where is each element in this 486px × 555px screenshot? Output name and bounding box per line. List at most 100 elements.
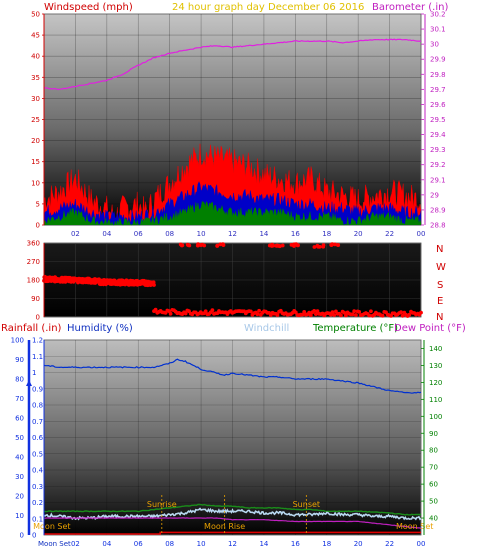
- barometer-y-tick: 29.5: [430, 116, 446, 124]
- direction-north-point: [321, 244, 326, 249]
- temp-y-tick: 40: [429, 515, 438, 523]
- legend-humidity: Humidity (%): [67, 323, 133, 334]
- climate-x-tick: 10: [197, 540, 206, 548]
- climate-x-tick: 00: [417, 540, 426, 548]
- climate-ticks: 0 0.1 0.2 0.3 0.4 0.5 0.6 0.7 0.8 0.9 1 1.1 1.2 0 10 20…: [11, 337, 443, 549]
- climate-x-tick: 12: [228, 540, 237, 548]
- wind-x-tick: 00: [417, 230, 426, 238]
- climate-x-tick: 20: [354, 540, 363, 548]
- temp-y-tick: 70: [429, 464, 438, 472]
- direction-north-point: [215, 243, 220, 248]
- direction-point: [315, 309, 320, 313]
- rain-y-tick: 0.9: [32, 385, 43, 393]
- humidity-y-tick: 30: [15, 473, 24, 481]
- wind-x-tick: 08: [165, 230, 174, 238]
- wind-y-tick: 25: [31, 116, 40, 124]
- astro-label: Moon Set: [33, 522, 70, 531]
- compass-n-top: N: [436, 244, 443, 255]
- legend-temperature: Temperature (°F): [312, 323, 398, 334]
- wind-x-tick: 18: [322, 230, 331, 238]
- direction-point: [367, 313, 372, 318]
- temp-y-tick: 80: [429, 447, 438, 455]
- rain-y-tick: 0.3: [32, 483, 43, 491]
- rain-y-tick: 1.1: [32, 353, 43, 361]
- rain-y-tick: 1: [32, 369, 36, 377]
- wind-y-tick: 20: [31, 137, 40, 145]
- temp-y-tick: 120: [429, 379, 442, 387]
- direction-y-tick: 270: [27, 258, 40, 266]
- direction-north-point: [196, 242, 201, 247]
- legend-dewpoint: Dew Point (°F): [394, 323, 466, 334]
- wind-x-tick: 16: [291, 230, 300, 238]
- legend-rainfall: Rainfall (.in): [1, 323, 62, 334]
- direction-point: [203, 309, 208, 314]
- rain-y-tick: 0.2: [32, 499, 43, 507]
- direction-point: [308, 313, 313, 317]
- direction-y-tick: 0: [36, 314, 40, 322]
- wind-y-tick: 5: [36, 200, 40, 208]
- astro-label: Moon Set: [396, 522, 433, 531]
- direction-point: [350, 312, 355, 317]
- direction-north-point: [336, 243, 341, 248]
- barometer-y-tick: 30: [430, 41, 439, 49]
- humidity-y-tick: 50: [15, 434, 24, 442]
- wind-y-tick: 0: [36, 222, 40, 230]
- direction-point: [380, 313, 385, 318]
- humidity-y-tick: 90: [15, 356, 24, 364]
- direction-y-tick: 180: [27, 277, 40, 285]
- humidity-y-tick: 60: [15, 415, 24, 423]
- barometer-y-tick: 29.1: [430, 176, 446, 184]
- wind-x-tick: 10: [197, 230, 206, 238]
- wind-y-tick: 40: [31, 53, 40, 61]
- direction-point: [400, 313, 405, 318]
- direction-point: [183, 311, 188, 316]
- direction-north-point: [200, 242, 205, 247]
- direction-north-point: [292, 242, 297, 247]
- barometer-y-tick: 28.9: [430, 206, 446, 214]
- direction-point: [314, 312, 318, 316]
- direction-north-point: [186, 243, 191, 248]
- barometer-ylabel: Barometer (.in): [372, 2, 448, 13]
- humidity-y-tick: 20: [15, 493, 24, 501]
- direction-point: [407, 312, 412, 317]
- rain-y-tick: 0.4: [32, 467, 44, 475]
- barometer-y-tick: 29.6: [430, 101, 446, 109]
- barometer-y-tick: 29.8: [430, 71, 446, 79]
- dewpoint-series: [44, 517, 422, 529]
- direction-point: [344, 313, 348, 318]
- humidity-axis-arrow-icon: [26, 380, 32, 386]
- astro-label: Sunset: [293, 500, 320, 509]
- wind-average-series: [43, 181, 422, 226]
- direction-point: [257, 308, 261, 313]
- humidity-y-tick: 80: [15, 376, 24, 384]
- compass-n-bottom: N: [436, 312, 443, 323]
- temp-y-tick: 50: [429, 498, 438, 506]
- compass-e: E: [437, 296, 443, 307]
- direction-point: [248, 309, 253, 314]
- direction-point: [255, 312, 260, 317]
- astro-label: Sunrise: [147, 500, 177, 509]
- direction-point: [399, 310, 403, 315]
- direction-north-point: [179, 243, 184, 248]
- direction-point: [300, 312, 305, 317]
- wind-ylabel: Windspeed (mph): [44, 2, 133, 13]
- rain-y-tick: 0.8: [32, 402, 43, 410]
- direction-point: [357, 310, 362, 314]
- barometer-y-tick: 30.2: [430, 11, 446, 19]
- direction-point: [275, 313, 280, 317]
- direction-point: [312, 309, 317, 313]
- bottom-caption: Moon Set: [38, 540, 71, 548]
- direction-north-point: [295, 243, 300, 248]
- wind-x-tick: 02: [71, 230, 80, 238]
- wind-series: [43, 38, 422, 226]
- wind-y-tick: 30: [31, 95, 40, 103]
- temp-y-tick: 60: [429, 481, 438, 489]
- temperature-series: [43, 503, 421, 516]
- climate-grid: [44, 339, 422, 536]
- direction-north-point: [275, 243, 280, 248]
- direction-point: [354, 313, 358, 317]
- humidity-y-tick: 70: [15, 395, 24, 403]
- humidity-y-tick: 100: [11, 337, 24, 345]
- wind-x-tick: 14: [259, 230, 268, 238]
